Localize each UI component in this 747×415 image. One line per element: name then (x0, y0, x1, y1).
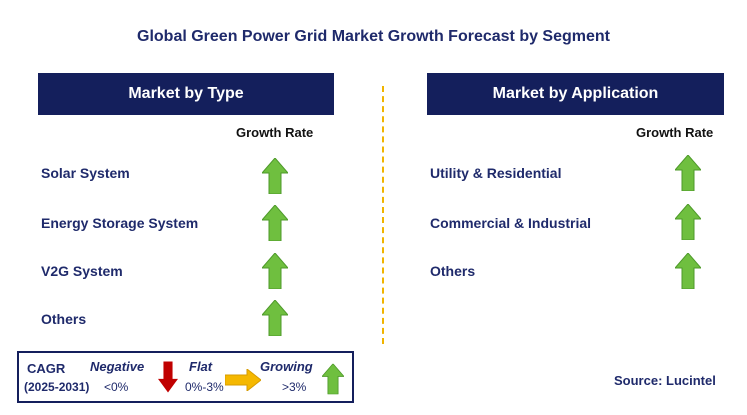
application-row-others: Others (430, 263, 476, 279)
red-down-arrow-icon (158, 361, 178, 393)
green-up-arrow-icon (675, 253, 701, 289)
yellow-right-arrow-icon (225, 369, 261, 391)
type-growth-rate-label: Growth Rate (236, 125, 314, 140)
legend-flat-range: 0%-3% (185, 380, 224, 394)
panel-divider (382, 86, 384, 344)
green-up-arrow-icon (262, 300, 288, 336)
application-growth-rate-label: Growth Rate (636, 125, 714, 140)
legend-growing-range: >3% (282, 380, 307, 394)
legend-cagr-label: CAGR (27, 361, 66, 376)
market-by-type-header: Market by Type (38, 73, 334, 115)
application-row-utility-residential: Utility & Residential (430, 165, 562, 181)
legend-flat-label: Flat (189, 359, 213, 374)
legend-negative-range: <0% (104, 380, 129, 394)
legend-growing-label: Growing (260, 359, 313, 374)
green-up-arrow-icon (262, 158, 288, 194)
market-by-application-header: Market by Application (427, 73, 724, 115)
green-up-arrow-icon (675, 204, 701, 240)
green-up-arrow-icon (675, 155, 701, 191)
application-row-commercial-industrial: Commercial & Industrial (430, 215, 592, 231)
type-row-others: Others (41, 311, 87, 327)
type-row-v2g-system: V2G System (41, 263, 123, 279)
green-up-arrow-icon (262, 253, 288, 289)
page-title: Global Green Power Grid Market Growth Fo… (137, 28, 610, 45)
cagr-legend: CAGR (2025-2031) Negative <0% Flat 0%-3%… (17, 351, 354, 403)
legend-negative-label: Negative (90, 359, 145, 374)
green-up-arrow-icon (262, 205, 288, 241)
source-label: Source: Lucintel (614, 373, 716, 388)
legend-period: (2025-2031) (24, 380, 90, 394)
type-row-solar-system: Solar System (41, 165, 130, 181)
type-row-energy-storage-system: Energy Storage System (41, 215, 199, 231)
green-up-arrow-icon (322, 363, 344, 395)
